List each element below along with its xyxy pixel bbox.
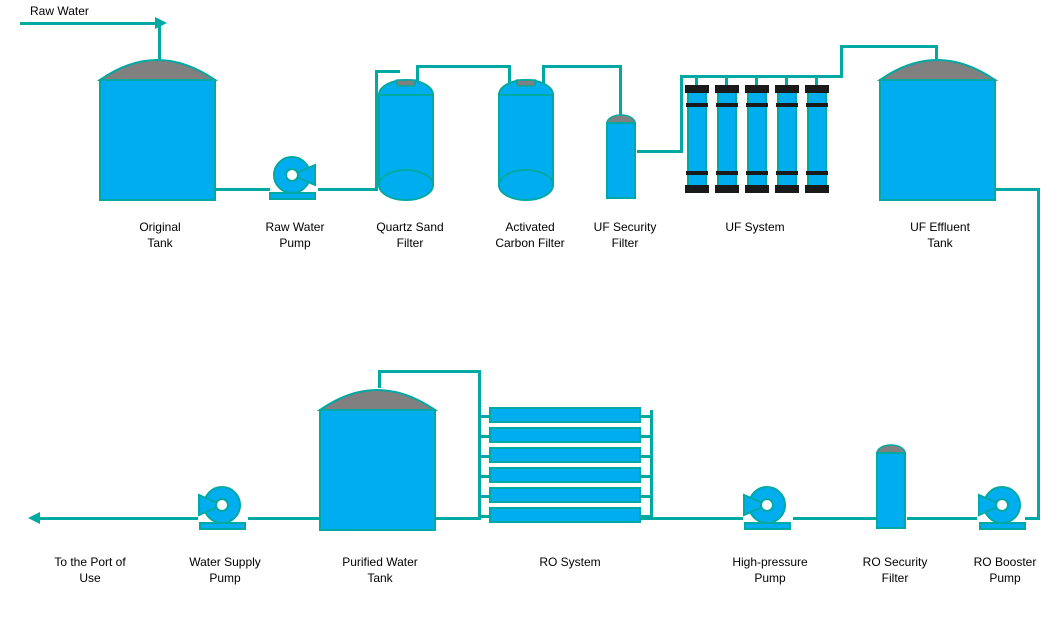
to-port-label: To the Port of Use <box>45 555 135 586</box>
pipe <box>215 188 270 191</box>
arrow-icon <box>155 17 167 29</box>
pipe <box>995 188 1040 191</box>
pipe <box>40 517 198 520</box>
uf-security-filter-icon <box>605 115 637 200</box>
carbon-filter-label: Activated Carbon Filter <box>480 220 580 251</box>
hp-pump-label: High-pressure Pump <box>720 555 820 586</box>
original-tank-label: Original Tank <box>120 220 200 251</box>
raw-water-pump-label: Raw Water Pump <box>250 220 340 251</box>
carbon-filter-icon <box>495 80 557 200</box>
pipe <box>650 410 653 520</box>
water-supply-pump-icon <box>195 485 250 530</box>
pipe <box>793 517 878 520</box>
pipe <box>840 45 843 78</box>
pipe <box>907 517 977 520</box>
pipe <box>435 517 481 520</box>
ro-system-icon <box>490 408 640 530</box>
pipe <box>1037 188 1040 520</box>
purified-tank-label: Purified Water Tank <box>335 555 425 586</box>
pipe <box>542 65 622 68</box>
ro-security-label: RO Security Filter <box>850 555 940 586</box>
raw-water-label: Raw Water <box>30 4 110 20</box>
pipe <box>478 370 481 413</box>
pipe <box>680 75 825 78</box>
uf-security-label: UF Security Filter <box>585 220 665 251</box>
ro-security-filter-icon <box>875 445 907 530</box>
pipe <box>378 370 481 373</box>
pipe <box>318 188 378 191</box>
raw-water-pump-icon <box>265 155 320 200</box>
flow-diagram: Raw Water Original Tank Raw Water Pump Q… <box>0 0 1060 636</box>
uf-effluent-label: UF Effluent Tank <box>895 220 985 251</box>
pipe <box>619 65 622 117</box>
ro-booster-label: RO Booster Pump <box>960 555 1050 586</box>
water-supply-label: Water Supply Pump <box>180 555 270 586</box>
quartz-filter-label: Quartz Sand Filter <box>365 220 455 251</box>
pipe <box>248 517 323 520</box>
high-pressure-pump-icon <box>740 485 795 530</box>
quartz-filter-icon <box>375 80 437 200</box>
pipe <box>20 22 160 25</box>
pipe <box>640 517 743 520</box>
original-tank-icon <box>100 55 215 200</box>
pipe <box>822 75 843 78</box>
ro-system-label: RO System <box>530 555 610 571</box>
arrow-icon <box>28 512 40 524</box>
pipe <box>375 70 400 73</box>
uf-system-icon <box>680 85 830 200</box>
pipe <box>416 65 511 68</box>
pipe <box>637 150 682 153</box>
ro-booster-pump-icon <box>975 485 1030 530</box>
purified-tank-icon <box>320 385 435 530</box>
uf-effluent-tank-icon <box>880 55 995 200</box>
uf-system-label: UF System <box>710 220 800 236</box>
pipe <box>478 410 481 520</box>
pipe <box>840 45 938 48</box>
